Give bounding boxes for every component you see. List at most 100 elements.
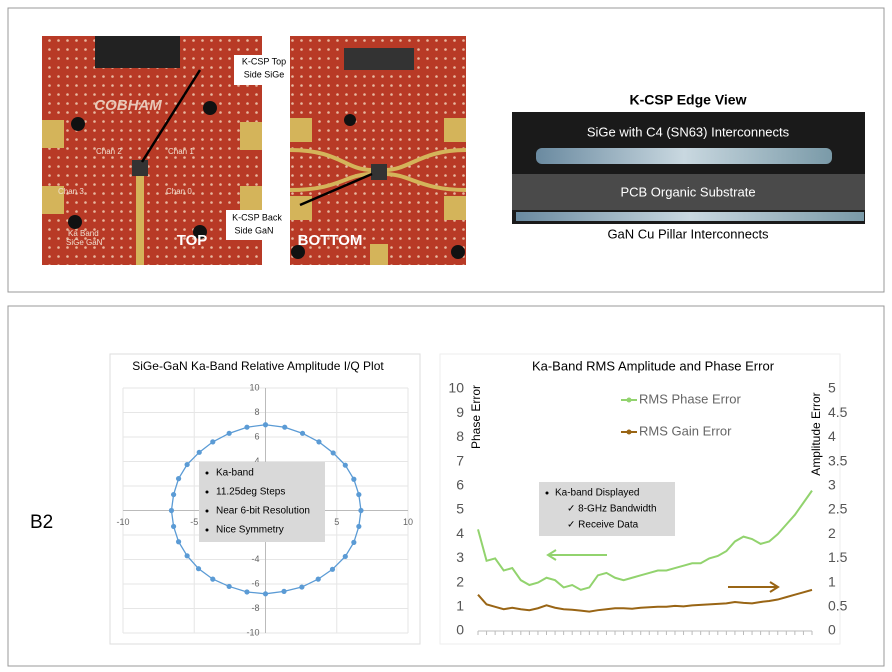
- point: [244, 425, 249, 430]
- x-tick-label: -5: [190, 517, 198, 527]
- point: [227, 584, 232, 589]
- point: [169, 508, 174, 513]
- point: [196, 566, 201, 571]
- chart-title: Ka-Band RMS Amplitude and Phase Error: [532, 358, 775, 373]
- y-tick-label: -8: [251, 603, 259, 613]
- annotation: ✓ 8-GHz Bandwidth: [567, 504, 657, 515]
- point: [244, 589, 249, 594]
- y-tick-label: -10: [246, 627, 259, 637]
- y2-tick-label: 1: [828, 573, 836, 589]
- y-tick-label: 7: [456, 452, 464, 468]
- photo-caption: TOP: [177, 232, 208, 249]
- point: [227, 431, 232, 436]
- x-tick-label: -10: [116, 517, 129, 527]
- y-tick-label: -6: [251, 578, 259, 588]
- annotation: Ka-band: [216, 468, 254, 479]
- chan-label: Chan 3: [58, 187, 84, 196]
- y2-tick-label: 0: [828, 622, 836, 638]
- edge-title: K-CSP Edge View: [630, 92, 747, 108]
- y-tick-label: 10: [448, 380, 464, 396]
- x-tick-label: 5: [334, 517, 339, 527]
- point: [210, 577, 215, 582]
- arrow: [548, 550, 607, 560]
- chan-label: Chan 2: [96, 147, 122, 156]
- chart-title: SiGe-GaN Ka-Band Relative Amplitude I/Q …: [132, 359, 384, 373]
- legend-label: RMS Gain Error: [639, 423, 732, 438]
- bullet: [546, 492, 549, 495]
- point: [356, 492, 361, 497]
- point: [300, 431, 305, 436]
- point: [197, 450, 202, 455]
- photo-caption: BOTTOM: [298, 232, 363, 249]
- point: [282, 425, 287, 430]
- board-bottom-photo: [290, 36, 466, 265]
- y2-tick-label: 0.5: [828, 598, 848, 614]
- point: [176, 539, 181, 544]
- point: [343, 554, 348, 559]
- point: [263, 591, 268, 596]
- y-tick-label: 8: [456, 428, 464, 444]
- y-tick-label: 3: [456, 549, 464, 565]
- y-tick-label: 6: [254, 431, 259, 441]
- bullet: [206, 472, 209, 475]
- y-tick-label: 1: [456, 598, 464, 614]
- y-axis-label: Phase Error: [469, 385, 483, 449]
- point: [176, 476, 181, 481]
- y-tick-label: 8: [254, 407, 259, 417]
- logo: COBHAM: [94, 97, 162, 114]
- ka-label: SiGe GaN: [66, 238, 103, 247]
- y2-tick-label: 4.5: [828, 404, 848, 420]
- point: [171, 524, 176, 529]
- callout: K-CSP Back: [232, 212, 282, 222]
- point: [316, 577, 321, 582]
- y2-tick-label: 3.5: [828, 452, 848, 468]
- y2-tick-label: 2.5: [828, 501, 848, 517]
- annotation: 11.25deg Steps: [216, 487, 285, 498]
- edge-layer: PCB Organic Substrate: [620, 184, 755, 199]
- y-tick-label: 2: [456, 573, 464, 589]
- point: [281, 589, 286, 594]
- legend-marker: [627, 398, 632, 403]
- bullet: [206, 529, 209, 532]
- series-line: [478, 590, 812, 612]
- bullet: [206, 510, 209, 513]
- panel-label: B2: [30, 512, 53, 533]
- arrow: [728, 582, 778, 592]
- ka-label: Ka Band: [68, 229, 99, 238]
- callout: K-CSP Top: [242, 56, 286, 66]
- y-tick-label: 6: [456, 477, 464, 493]
- y-tick-label: 0: [456, 622, 464, 638]
- point: [299, 584, 304, 589]
- chan-label: Chan 1: [168, 147, 194, 156]
- edge-layer: GaN Cu Pillar Interconnects: [607, 226, 769, 241]
- y2-axis-label: Amplitude Error: [809, 392, 823, 475]
- point: [185, 553, 190, 558]
- point: [171, 492, 176, 497]
- point: [356, 524, 361, 529]
- point: [331, 450, 336, 455]
- point: [185, 462, 190, 467]
- y-tick-label: 4: [456, 525, 464, 541]
- y2-tick-label: 1.5: [828, 549, 848, 565]
- y-tick-label: -4: [251, 554, 259, 564]
- y2-tick-label: 3: [828, 477, 836, 493]
- legend-marker: [627, 430, 632, 435]
- y2-tick-label: 4: [828, 428, 836, 444]
- annotation: ✓ Receive Data: [567, 520, 639, 531]
- callout: Side GaN: [234, 225, 273, 235]
- point: [358, 508, 363, 513]
- bullet: [206, 491, 209, 494]
- edge-layer: SiGe with C4 (SN63) Interconnects: [587, 124, 790, 139]
- point: [330, 567, 335, 572]
- legend-label: RMS Phase Error: [639, 391, 742, 406]
- y-tick-label: 5: [456, 501, 464, 517]
- y2-tick-label: 5: [828, 380, 836, 396]
- point: [210, 439, 215, 444]
- point: [343, 463, 348, 468]
- point: [316, 439, 321, 444]
- page: COBHAM Chan 2 Chan 1 Chan 3 Chan 0 Ka Ba…: [0, 0, 892, 667]
- annotation: Ka-band Displayed: [555, 488, 640, 499]
- y-tick-label: 10: [249, 382, 259, 392]
- y2-tick-label: 2: [828, 525, 836, 541]
- y-tick-label: 9: [456, 404, 464, 420]
